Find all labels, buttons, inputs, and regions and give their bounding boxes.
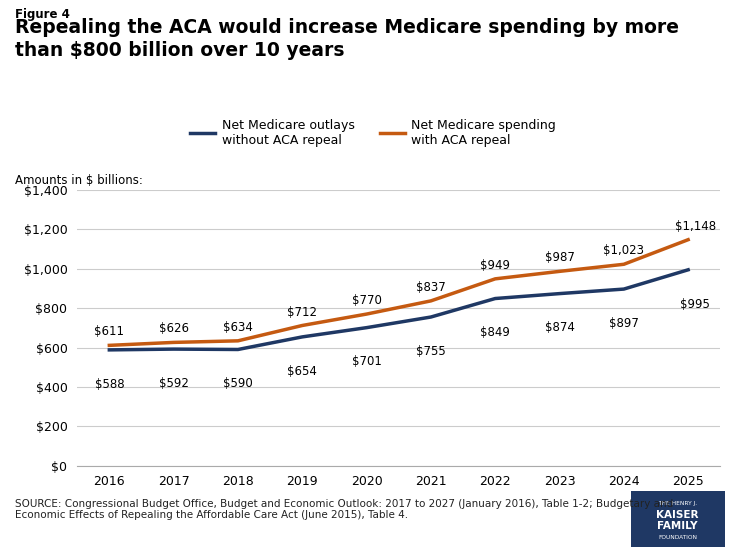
Text: $1,148: $1,148	[675, 220, 716, 233]
Text: $654: $654	[287, 365, 318, 377]
Text: $995: $995	[680, 298, 710, 311]
Text: $897: $897	[609, 317, 639, 330]
Text: $592: $592	[159, 377, 189, 390]
Text: $849: $849	[480, 326, 510, 339]
Text: $611: $611	[94, 326, 124, 338]
Text: $1,023: $1,023	[603, 244, 645, 257]
Legend: Net Medicare outlays
without ACA repeal, Net Medicare spending
with ACA repeal: Net Medicare outlays without ACA repeal,…	[185, 114, 561, 152]
Text: FOUNDATION: FOUNDATION	[658, 534, 698, 540]
Text: $701: $701	[351, 355, 381, 369]
Text: FAMILY: FAMILY	[657, 521, 698, 531]
Text: $712: $712	[287, 306, 318, 318]
Text: $588: $588	[95, 377, 124, 391]
Text: Amounts in $ billions:: Amounts in $ billions:	[15, 174, 143, 187]
Text: $770: $770	[351, 294, 381, 307]
Text: $590: $590	[223, 377, 253, 390]
Text: KAISER: KAISER	[656, 510, 699, 520]
Text: SOURCE: Congressional Budget Office, Budget and Economic Outlook: 2017 to 2027 (: SOURCE: Congressional Budget Office, Bud…	[15, 499, 673, 520]
Text: $626: $626	[159, 322, 189, 336]
Text: $987: $987	[545, 251, 575, 264]
Text: $949: $949	[480, 259, 510, 272]
Text: $874: $874	[545, 321, 575, 334]
Text: $634: $634	[223, 321, 253, 334]
Text: $755: $755	[416, 345, 445, 358]
Text: THE HENRY J.: THE HENRY J.	[658, 501, 698, 506]
Text: Figure 4: Figure 4	[15, 8, 70, 21]
Text: Repealing the ACA would increase Medicare spending by more
than $800 billion ove: Repealing the ACA would increase Medicar…	[15, 18, 678, 60]
Text: $837: $837	[416, 281, 445, 294]
